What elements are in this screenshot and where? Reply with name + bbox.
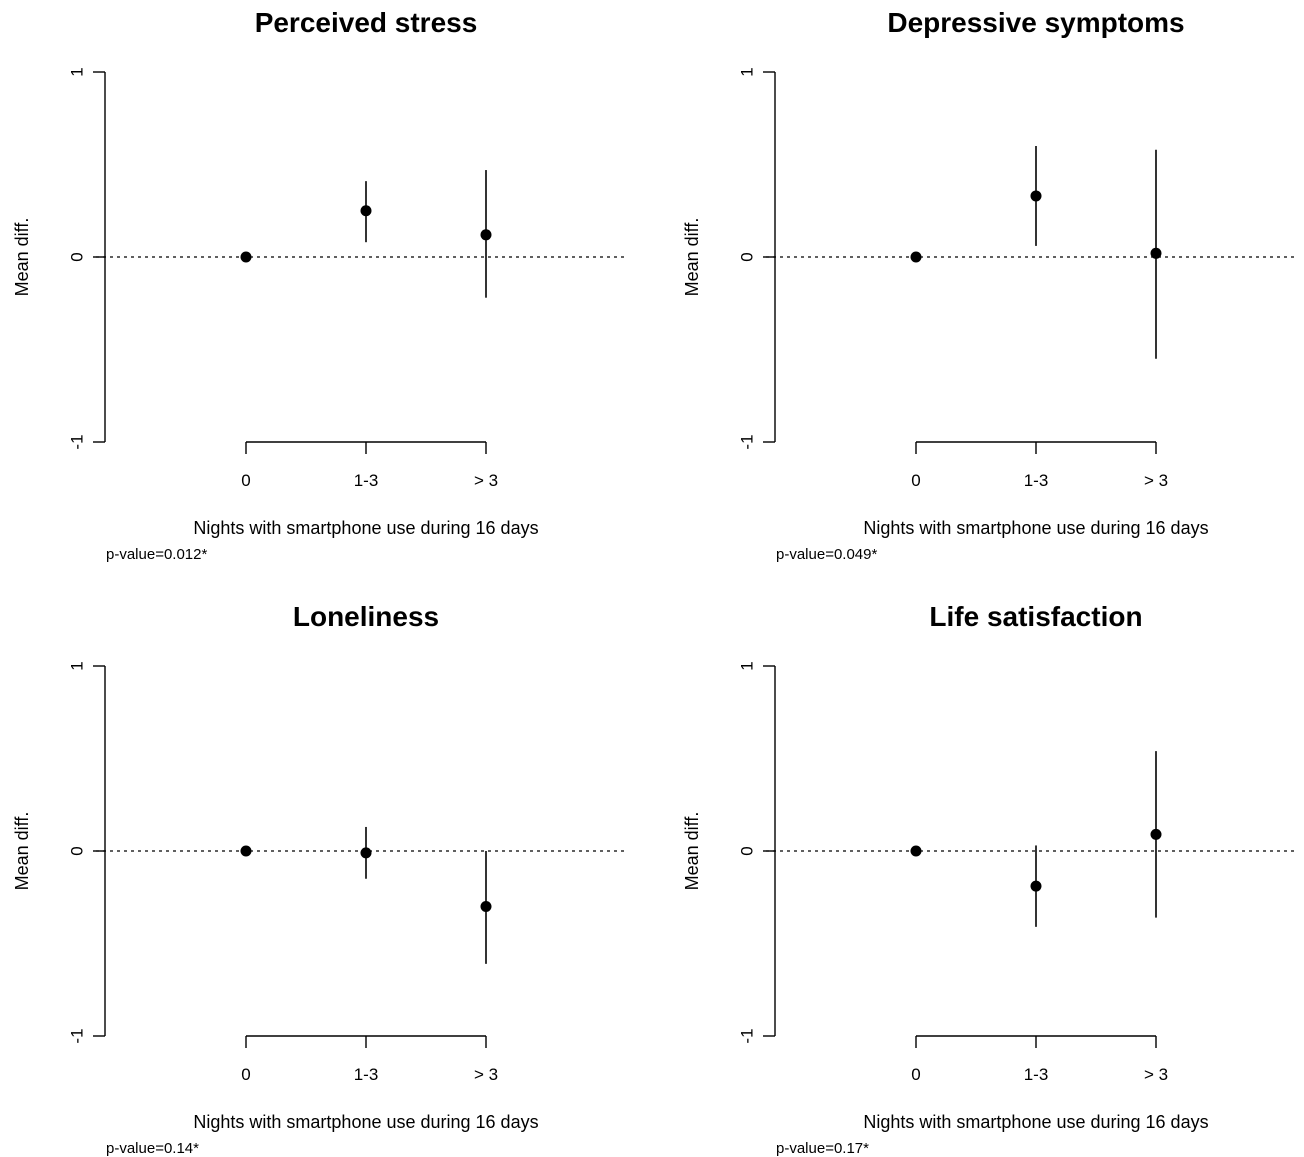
x-tick-label: 0	[911, 471, 920, 490]
panel-1: Perceived stress -1 0 1 Mean diff. 0 1-3 > 3 Nig…	[12, 7, 628, 563]
estimate-point	[360, 205, 372, 217]
y-tick-label: 1	[738, 661, 757, 670]
y-tick-label: 1	[68, 661, 87, 670]
y-axis-label: Mean diff.	[682, 218, 702, 297]
x-tick-label: > 3	[1144, 471, 1168, 490]
estimate-point	[910, 845, 922, 857]
y-axis-label: Mean diff.	[12, 218, 32, 297]
estimate-point	[1150, 247, 1162, 259]
y-tick-label: 1	[68, 67, 87, 76]
x-tick-label: 1-3	[354, 471, 379, 490]
x-tick-label: 1-3	[354, 1065, 379, 1084]
panel-title: Perceived stress	[255, 7, 478, 38]
y-tick-label: 1	[738, 67, 757, 76]
estimate-point	[360, 847, 372, 859]
x-tick-label: > 3	[1144, 1065, 1168, 1084]
y-tick-label: 0	[738, 252, 757, 261]
panel-title: Depressive symptoms	[887, 7, 1184, 38]
p-value: p-value=0.14*	[106, 1140, 199, 1157]
p-value: p-value=0.17*	[776, 1140, 869, 1157]
panel-2: Depressive symptoms -1 0 1 Mean diff. 0 1-3 > 3…	[682, 7, 1298, 563]
x-tick-label: 0	[911, 1065, 920, 1084]
y-tick-label: -1	[738, 434, 757, 449]
y-tick-label: 0	[68, 252, 87, 261]
estimate-point	[480, 229, 492, 241]
panel-title: Loneliness	[293, 601, 439, 632]
y-axis-label: Mean diff.	[12, 812, 32, 891]
x-tick-label: 1-3	[1024, 1065, 1049, 1084]
y-tick-label: 0	[738, 846, 757, 855]
y-tick-label: -1	[68, 434, 87, 449]
y-tick-label: 0	[68, 846, 87, 855]
estimate-point	[1030, 190, 1042, 202]
p-value: p-value=0.012*	[106, 546, 207, 563]
estimate-point	[910, 251, 922, 263]
panel-4: Life satisfaction -1 0 1 Mean diff. 0 1-3 > 3 Ni…	[682, 601, 1298, 1157]
panel-3: Loneliness -1 0 1 Mean diff. 0 1-3 > 3 Nights wi…	[12, 601, 628, 1157]
p-value: p-value=0.049*	[776, 546, 877, 563]
estimate-point	[1150, 828, 1162, 840]
estimate-point	[480, 901, 492, 912]
estimate-point	[1030, 880, 1042, 892]
x-axis-label: Nights with smartphone use during 16 day…	[863, 518, 1208, 538]
x-axis-label: Nights with smartphone use during 16 day…	[193, 1112, 538, 1132]
x-tick-label: > 3	[474, 471, 498, 490]
x-axis-label: Nights with smartphone use during 16 day…	[193, 518, 538, 538]
estimate-point	[240, 845, 252, 857]
y-tick-label: -1	[738, 1028, 757, 1043]
panel-title: Life satisfaction	[929, 601, 1142, 632]
x-tick-label: 1-3	[1024, 471, 1049, 490]
y-axis-label: Mean diff.	[682, 812, 702, 891]
x-tick-label: 0	[241, 1065, 250, 1084]
x-axis-label: Nights with smartphone use during 16 day…	[863, 1112, 1208, 1132]
estimate-point	[240, 251, 252, 263]
y-tick-label: -1	[68, 1028, 87, 1043]
x-tick-label: 0	[241, 471, 250, 490]
x-tick-label: > 3	[474, 1065, 498, 1084]
